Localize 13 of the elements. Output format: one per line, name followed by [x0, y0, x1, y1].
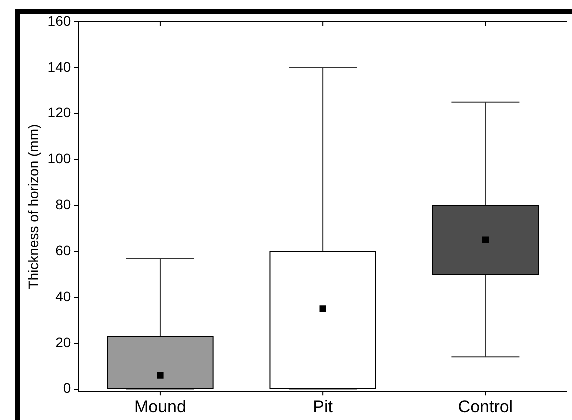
y-tick-label: 20 — [56, 334, 72, 350]
y-tick-label: 100 — [48, 150, 72, 167]
y-tick-label: 160 — [48, 12, 72, 29]
y-tick-label: 60 — [56, 242, 72, 258]
y-tick-label: 40 — [56, 288, 72, 304]
y-axis-title: Thickness of horizon (mm) — [25, 124, 42, 290]
y-tick-label: 0 — [63, 380, 72, 396]
x-tick-label: Mound — [134, 397, 186, 416]
x-tick-label: Control — [458, 397, 514, 416]
y-tick-label: 140 — [48, 58, 72, 75]
y-tick-label: 120 — [48, 104, 72, 121]
x-tick-label: Pit — [313, 397, 334, 416]
y-tick-label: 80 — [56, 196, 72, 213]
